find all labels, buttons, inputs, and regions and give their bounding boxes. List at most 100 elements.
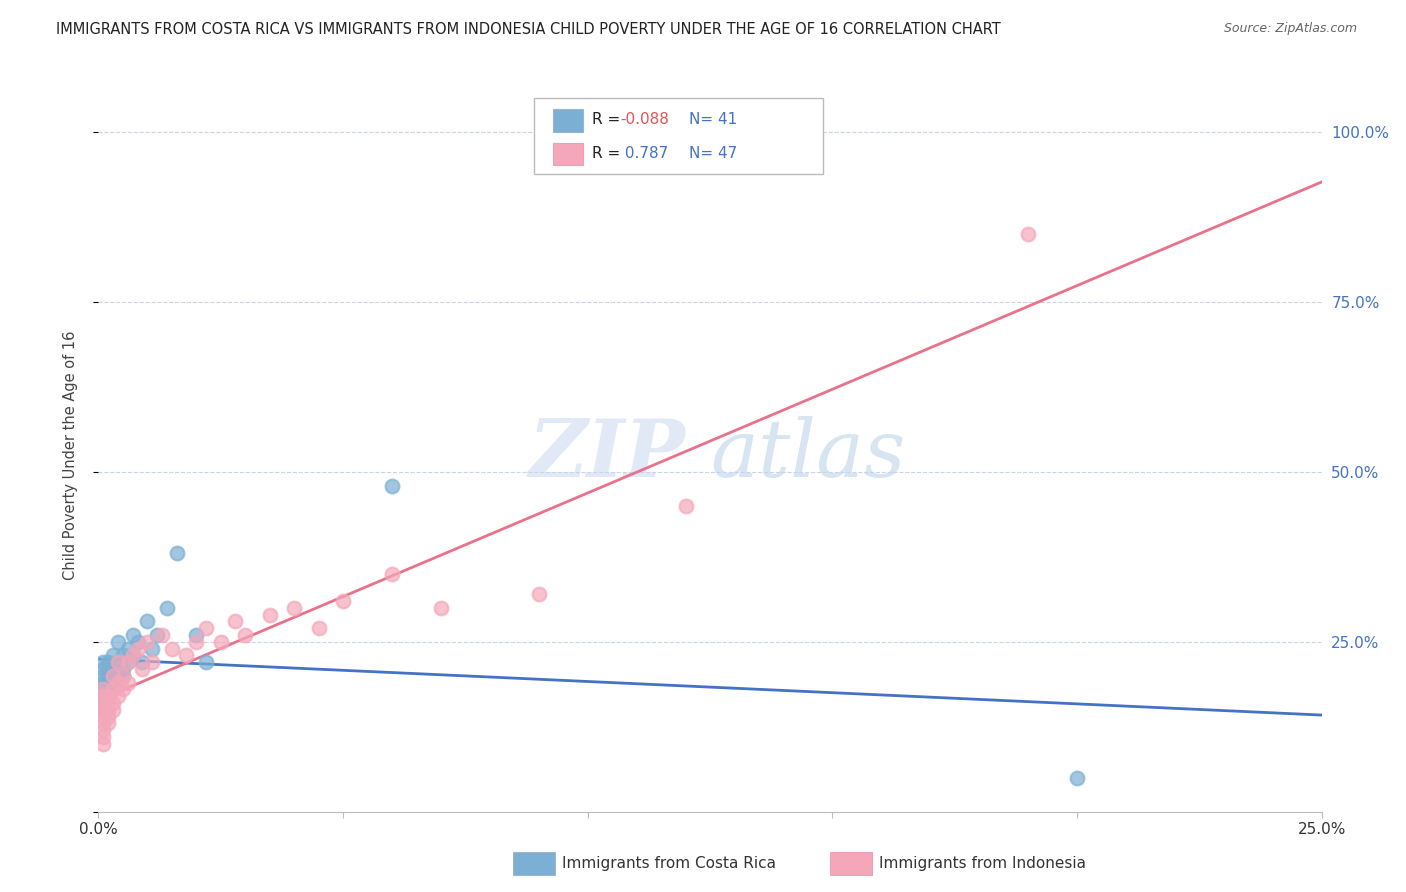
Point	[111, 682, 134, 697]
Point	[91, 689, 114, 703]
Text: R =: R =	[592, 112, 626, 128]
Text: -0.088: -0.088	[620, 112, 669, 128]
Point	[101, 682, 124, 697]
Point	[381, 478, 404, 492]
Point	[224, 615, 246, 629]
Text: R =: R =	[592, 146, 626, 161]
Point	[675, 499, 697, 513]
Point	[91, 682, 114, 697]
Point	[97, 709, 120, 723]
Point	[121, 648, 143, 663]
Point	[97, 662, 120, 676]
Point	[101, 696, 124, 710]
Point	[117, 655, 139, 669]
Point	[111, 669, 134, 683]
Point	[136, 635, 159, 649]
Text: 0.787: 0.787	[620, 146, 668, 161]
Point	[186, 628, 208, 642]
Point	[91, 689, 114, 703]
Point	[101, 669, 124, 683]
Text: Source: ZipAtlas.com: Source: ZipAtlas.com	[1223, 22, 1357, 36]
Point	[527, 587, 550, 601]
Point	[127, 635, 149, 649]
Point	[283, 600, 305, 615]
Point	[107, 655, 129, 669]
Point	[141, 641, 163, 656]
Point	[111, 662, 134, 676]
Point	[107, 635, 129, 649]
Point	[141, 655, 163, 669]
Point	[97, 682, 120, 697]
Point	[101, 682, 124, 697]
Point	[156, 600, 179, 615]
Point	[127, 641, 149, 656]
Point	[97, 669, 120, 683]
Point	[107, 689, 129, 703]
Text: N= 41: N= 41	[689, 112, 737, 128]
Point	[91, 709, 114, 723]
Point	[91, 682, 114, 697]
Point	[186, 635, 208, 649]
Point	[91, 669, 114, 683]
Point	[1066, 771, 1088, 785]
Point	[131, 655, 153, 669]
Point	[381, 566, 404, 581]
Point	[107, 675, 129, 690]
Point	[91, 716, 114, 731]
Point	[136, 615, 159, 629]
Point	[259, 607, 281, 622]
Point	[107, 655, 129, 669]
Point	[91, 675, 114, 690]
Point	[97, 689, 120, 703]
Point	[233, 628, 256, 642]
Point	[121, 648, 143, 663]
Point	[97, 703, 120, 717]
Point	[111, 648, 134, 663]
Point	[91, 662, 114, 676]
Point	[91, 703, 114, 717]
Point	[150, 628, 173, 642]
Point	[160, 641, 183, 656]
Point	[101, 703, 124, 717]
Point	[195, 655, 218, 669]
Point	[1017, 227, 1039, 241]
Point	[91, 703, 114, 717]
Point	[97, 675, 120, 690]
Point	[91, 696, 114, 710]
Point	[195, 621, 218, 635]
Point	[97, 716, 120, 731]
Point	[117, 655, 139, 669]
Point	[91, 730, 114, 744]
Point	[91, 723, 114, 738]
Point	[121, 628, 143, 642]
Text: Immigrants from Indonesia: Immigrants from Indonesia	[879, 856, 1085, 871]
Point	[308, 621, 330, 635]
Point	[91, 737, 114, 751]
Point	[101, 675, 124, 690]
Point	[97, 696, 120, 710]
Point	[101, 662, 124, 676]
Point	[111, 669, 134, 683]
Point	[97, 655, 120, 669]
Point	[107, 675, 129, 690]
Point	[107, 669, 129, 683]
Point	[91, 696, 114, 710]
Point	[91, 655, 114, 669]
Text: IMMIGRANTS FROM COSTA RICA VS IMMIGRANTS FROM INDONESIA CHILD POVERTY UNDER THE : IMMIGRANTS FROM COSTA RICA VS IMMIGRANTS…	[56, 22, 1001, 37]
Point	[166, 546, 188, 560]
Point	[332, 594, 354, 608]
Point	[430, 600, 453, 615]
Point	[146, 628, 169, 642]
Point	[176, 648, 198, 663]
Point	[117, 675, 139, 690]
Point	[209, 635, 232, 649]
Point	[97, 689, 120, 703]
Point	[131, 662, 153, 676]
Text: N= 47: N= 47	[689, 146, 737, 161]
Y-axis label: Child Poverty Under the Age of 16: Child Poverty Under the Age of 16	[63, 330, 77, 580]
Point	[101, 648, 124, 663]
Text: atlas: atlas	[710, 417, 905, 493]
Text: ZIP: ZIP	[529, 417, 686, 493]
Point	[101, 669, 124, 683]
Point	[117, 641, 139, 656]
